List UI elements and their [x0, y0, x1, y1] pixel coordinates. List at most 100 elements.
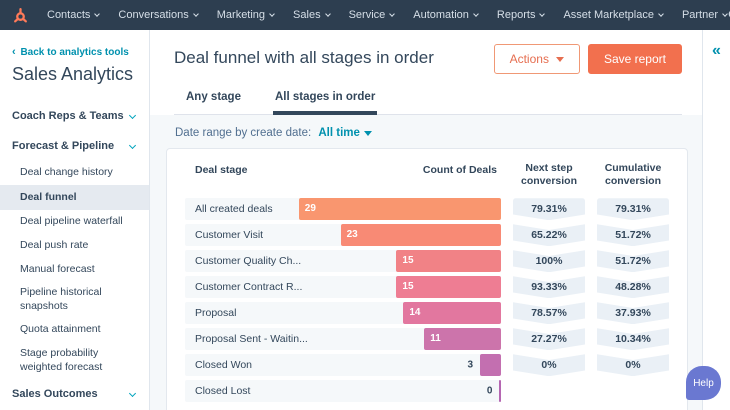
tab-all-stages-in-order[interactable]: All stages in order	[272, 86, 378, 115]
column-cumulative-conversion: Cumulative conversion	[604, 162, 662, 188]
funnel-track: All created deals 29	[185, 198, 501, 221]
collapse-panel-icon[interactable]: «	[712, 42, 721, 59]
sidebar-section-sales-outcomes[interactable]: Sales Outcomes	[0, 379, 149, 409]
funnel-track: Proposal 14	[185, 302, 501, 325]
chevron-down-icon	[128, 389, 137, 397]
cumulative-conversion-badge: 48.28%	[597, 276, 669, 299]
stage-label: All created deals	[195, 203, 273, 216]
funnel-bar[interactable]: 14	[403, 302, 501, 325]
caret-down-icon	[363, 131, 372, 136]
count-label: 14	[409, 307, 421, 319]
funnel-bar[interactable]: 15	[396, 276, 501, 299]
nav-menu: Contacts Conversations Marketing Sales Servi…	[47, 9, 728, 21]
count-label: 11	[430, 333, 441, 345]
column-count-of-deals: Count of Deals	[422, 164, 497, 176]
nav-item-marketing[interactable]: Marketing	[217, 9, 275, 21]
chevron-down-icon	[128, 111, 137, 119]
funnel-table-header: Deal stage Count of Deals Next step conv…	[185, 162, 669, 188]
sidebar-item-deal-push-rate[interactable]: Deal push rate	[20, 238, 89, 251]
funnel-rows: All created deals 29 79.31% 79.31% Custo…	[185, 198, 669, 403]
help-button[interactable]: Help	[686, 366, 721, 400]
nav-item-automation[interactable]: Automation	[413, 9, 479, 21]
funnel-bar[interactable]	[499, 380, 501, 403]
next-step-conversion-badge: 93.33%	[513, 276, 585, 299]
sidebar-item-deal-change-history[interactable]: Deal change history	[20, 166, 113, 178]
cumulative-conversion-badge: 0%	[597, 354, 669, 377]
top-nav: Contacts Conversations Marketing Sales Servi…	[0, 0, 730, 30]
funnel-bar[interactable]: 15	[396, 250, 501, 273]
funnel-row: Customer Contract R... 15 93.33% 48.28%	[185, 276, 669, 299]
date-range-select[interactable]: All time	[318, 127, 372, 139]
next-step-conversion-badge: 100%	[513, 250, 585, 273]
date-range-label: Date range by create date:	[175, 127, 312, 139]
nav-item-asset-marketplace[interactable]: Asset Marketplace	[563, 9, 664, 21]
hubspot-logo-icon[interactable]	[12, 7, 29, 24]
stage-label: Proposal Sent - Waitin...	[195, 333, 308, 346]
column-next-step-conversion: Next step conversion	[520, 162, 578, 188]
stage-label: Customer Contract R...	[195, 281, 303, 294]
chevron-down-icon	[192, 11, 199, 17]
funnel-row: Customer Quality Ch... 15 100% 51.72%	[185, 250, 669, 273]
next-step-conversion-badge: 27.27%	[513, 328, 585, 351]
search-icon[interactable]	[727, 8, 730, 22]
sidebar-item-deal-pipeline-waterfall[interactable]: Deal pipeline waterfall	[20, 215, 123, 228]
next-step-conversion-badge: 78.57%	[513, 302, 585, 325]
funnel-bar[interactable]: 23	[340, 224, 501, 247]
nav-item-service[interactable]: Service	[349, 9, 396, 21]
sidebar: ‹ Back to analytics tools Sales Analytic…	[0, 30, 150, 410]
date-range-row: Date range by create date: All time	[166, 124, 688, 148]
funnel-row: Customer Visit 23 65.22% 51.72%	[185, 224, 669, 247]
actions-button-label: Actions	[509, 52, 549, 66]
nav-item-contacts[interactable]: Contacts	[47, 9, 101, 21]
report-body: Date range by create date: All time Deal…	[150, 115, 702, 410]
sidebar-item-stage-probability-weighted-forecast[interactable]: Stage probability weighted forecast	[20, 347, 103, 373]
nav-item-sales[interactable]: Sales	[293, 9, 331, 21]
chevron-down-icon	[473, 11, 479, 17]
funnel-track: Proposal Sent - Waitin... 11	[185, 328, 501, 351]
stage-label: Closed Won	[195, 359, 253, 372]
chevron-down-icon	[324, 11, 331, 17]
count-label: 15	[402, 281, 414, 293]
main-panel: Deal funnel with all stages in order Act…	[150, 30, 702, 410]
funnel-bar[interactable]: 29	[298, 198, 501, 221]
funnel-row: Proposal 14 78.57% 37.93%	[185, 302, 669, 325]
chevron-down-icon	[539, 11, 546, 17]
count-label: 29	[304, 203, 316, 215]
sidebar-item-manual-forecast[interactable]: Manual forecast	[20, 262, 95, 275]
funnel-row: Proposal Sent - Waitin... 11 27.27% 10.3…	[185, 328, 669, 351]
page-title: Deal funnel with all stages in order	[174, 48, 434, 67]
sidebar-title: Sales Analytics	[12, 64, 134, 84]
sidebar-item-deal-funnel[interactable]: Deal funnel	[0, 184, 149, 211]
funnel-row: All created deals 29 79.31% 79.31%	[185, 198, 669, 221]
stage-tabs: Any stage All stages in order	[174, 86, 682, 115]
back-chevron-icon: ‹	[12, 46, 16, 58]
column-deal-stage: Deal stage	[195, 164, 248, 176]
funnel-track: Closed Won 3	[185, 354, 501, 377]
tab-any-stage[interactable]: Any stage	[186, 91, 241, 103]
chevron-down-icon	[658, 11, 664, 17]
save-report-button[interactable]: Save report	[587, 44, 682, 74]
content-shell: ‹ Back to analytics tools Sales Analytic…	[0, 30, 730, 410]
sidebar-item-pipeline-historical-snapshots[interactable]: Pipeline historical snapshots	[20, 286, 102, 312]
sidebar-section-coach-reps-teams[interactable]: Coach Reps & Teams	[0, 101, 149, 131]
cumulative-conversion-badge: 79.31%	[597, 198, 669, 221]
actions-button[interactable]: Actions	[493, 44, 580, 74]
cumulative-conversion-badge: 51.72%	[597, 250, 669, 273]
cumulative-conversion-badge: 37.93%	[597, 302, 669, 325]
funnel-bar[interactable]: 11	[424, 328, 501, 351]
nav-item-partner[interactable]: Partner	[682, 9, 728, 21]
nav-item-reports[interactable]: Reports	[497, 9, 546, 21]
count-label: 23	[346, 229, 358, 241]
funnel-row: Closed Won 3 0% 0%	[185, 354, 669, 377]
funnel-bar[interactable]	[480, 354, 501, 377]
sidebar-section-forecast-pipeline[interactable]: Forecast & Pipeline	[0, 131, 149, 161]
report-header: Deal funnel with all stages in order Act…	[150, 30, 702, 115]
sidebar-item-quota-attainment[interactable]: Quota attainment	[20, 323, 101, 336]
funnel-track: Closed Lost 0	[185, 380, 501, 403]
back-to-analytics-link[interactable]: ‹ Back to analytics tools	[12, 46, 129, 58]
nav-item-conversations[interactable]: Conversations	[118, 9, 199, 21]
count-label: 15	[402, 255, 414, 267]
count-label: 3	[467, 359, 474, 371]
chevron-down-icon	[94, 11, 101, 17]
